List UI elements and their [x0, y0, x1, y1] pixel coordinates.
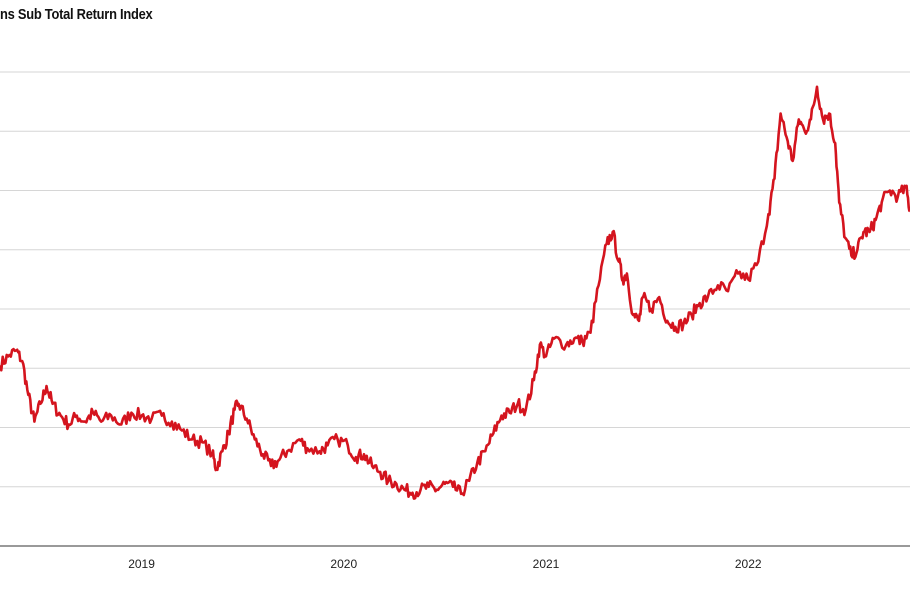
series-lines	[0, 85, 910, 500]
series-line	[0, 85, 910, 500]
x-tick-label: 2019	[128, 557, 155, 571]
chart-title: ns Sub Total Return Index	[0, 6, 153, 23]
grid-lines	[0, 71, 910, 488]
x-tick-label: 2022	[735, 557, 762, 571]
x-tick-label: 2021	[533, 557, 560, 571]
x-tick-label: 2020	[330, 557, 357, 571]
x-tick-labels: 2019 2020 2021 2022	[128, 557, 762, 571]
